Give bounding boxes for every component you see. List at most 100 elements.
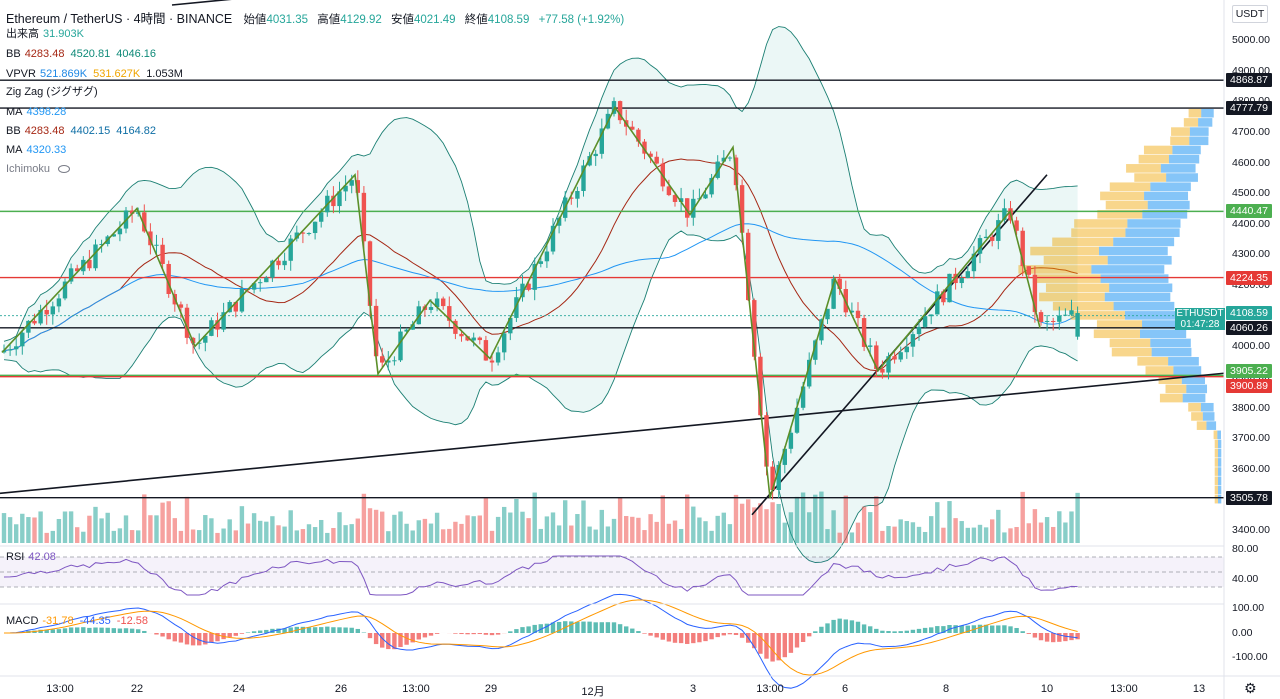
candle-body	[465, 336, 470, 341]
symbol-title[interactable]: Ethereum / TetherUS · 4時間 · BINANCE	[6, 12, 233, 26]
volume-bar	[892, 526, 897, 543]
zigzag-legend[interactable]: Zig Zag (ジグザグ)	[6, 86, 98, 98]
price-badge: 3900.89	[1226, 378, 1272, 393]
candle-body	[373, 305, 379, 357]
volume-bar	[1026, 523, 1031, 543]
macd-histogram-bar	[849, 620, 855, 633]
macd-signal-line	[3, 599, 1078, 676]
volume-bar	[129, 530, 135, 543]
macd-histogram-bar	[538, 624, 543, 633]
volume-profile-bar	[1097, 209, 1143, 219]
candle-body	[788, 432, 794, 449]
candle-body	[20, 332, 25, 347]
volume-legend[interactable]: 出来高 31.903K	[6, 28, 84, 40]
candle-body	[666, 186, 672, 196]
volume-bar	[502, 506, 507, 543]
volume-bar	[581, 500, 586, 543]
macd-histogram-bar	[599, 622, 604, 633]
macd-histogram-bar	[916, 628, 922, 633]
macd-histogram-bar	[282, 628, 287, 633]
candle-body	[983, 236, 989, 239]
volume-bar	[739, 503, 745, 543]
volume-bar	[20, 513, 25, 543]
ma2-legend[interactable]: MA 4320.33	[6, 144, 67, 156]
volume-profile-bar	[1096, 320, 1143, 329]
macd-histogram-bar	[727, 633, 733, 635]
volume-profile-bar	[1109, 338, 1151, 348]
volume-bar	[453, 521, 458, 543]
volume-bar	[7, 517, 13, 543]
volume-bar	[306, 524, 312, 543]
volume-bar	[343, 525, 348, 543]
bb2-legend[interactable]: BB 4283.48 4402.15 4164.82	[6, 125, 156, 137]
volume-bar	[117, 528, 123, 543]
macd-histogram-bar	[203, 633, 208, 645]
macd-histogram-bar	[977, 624, 983, 633]
volume-bar	[630, 516, 635, 543]
vpvr-legend[interactable]: VPVR 521.869K 531.627K 1.053M	[6, 68, 183, 80]
volume-bar	[636, 517, 641, 543]
macd-histogram-bar	[251, 631, 257, 633]
candle-body	[447, 306, 452, 321]
macd-histogram-bar	[398, 633, 403, 647]
price-tick: 4000.00	[1232, 340, 1270, 353]
volume-profile-bar	[1181, 375, 1206, 384]
bb1-legend[interactable]: BB 4283.48 4520.81 4046.16	[6, 48, 156, 60]
price-tick: 3700.00	[1232, 432, 1270, 445]
volume-profile-bar	[1186, 384, 1208, 394]
volume-bar	[910, 522, 916, 543]
candle-body	[428, 307, 434, 310]
price-tick: 4400.00	[1232, 217, 1270, 230]
macd-histogram-bar	[312, 627, 318, 633]
ichimoku-legend[interactable]: Ichimoku	[6, 162, 71, 176]
price-tick: 3400.00	[1232, 524, 1270, 537]
macd-histogram-bar	[929, 627, 934, 633]
macd-histogram-bar	[587, 621, 592, 633]
macd-histogram-bar	[886, 631, 891, 633]
close-value: 4108.59	[487, 14, 530, 26]
volume-profile-bar	[1214, 448, 1218, 458]
candle-body	[617, 101, 623, 121]
volume-bar	[587, 526, 592, 543]
ma1-legend[interactable]: MA 4398.28	[6, 106, 67, 118]
volume-profile-bar	[1109, 283, 1173, 293]
hidden-eye-icon[interactable]	[58, 165, 71, 174]
volume-profile-bar	[1030, 246, 1100, 256]
candle-body	[996, 220, 1001, 241]
time-tick: 6	[841, 683, 849, 695]
candle-body	[794, 407, 800, 433]
candle-body	[831, 278, 836, 309]
volume-profile-bar	[1134, 173, 1167, 182]
volume-profile-bar	[1173, 366, 1202, 375]
ohlc-header: Ethereum / TetherUS · 4時間 · BINANCE 始値40…	[6, 12, 625, 26]
volume-profile-bar	[1126, 164, 1161, 173]
volume-profile-bar	[1052, 301, 1114, 311]
volume-bar	[904, 521, 909, 543]
macd-histogram-bar	[245, 632, 251, 633]
macd-histogram-bar	[611, 622, 617, 633]
rsi-legend[interactable]: RSI 42.08	[6, 551, 56, 563]
currency-selector[interactable]: USDT	[1232, 5, 1268, 23]
macd-histogram-bar	[581, 621, 586, 633]
volume-bar	[142, 494, 147, 543]
candle-body	[1069, 310, 1074, 315]
macd-histogram-bar	[367, 633, 373, 639]
macd-histogram-bar	[843, 619, 848, 633]
volume-profile-bar	[1218, 448, 1222, 458]
candle-body	[813, 340, 818, 360]
candle-body	[453, 320, 458, 334]
volume-profile-bar	[1018, 265, 1092, 274]
macd-legend[interactable]: MACD -31.78 -44.35 -12.58	[6, 615, 148, 627]
bollinger-cloud	[4, 26, 1078, 563]
volume-bar	[398, 511, 403, 543]
volume-bar	[624, 516, 629, 543]
volume-bar	[312, 527, 318, 543]
settings-gear-icon[interactable]: ⚙	[1244, 680, 1257, 696]
macd-histogram-bar	[87, 627, 92, 633]
macd-histogram-bar	[526, 626, 531, 633]
candle-body	[538, 261, 543, 264]
horizontal-lines[interactable]	[0, 79, 1224, 499]
candle-body	[386, 360, 391, 363]
volume-bar	[355, 518, 360, 543]
